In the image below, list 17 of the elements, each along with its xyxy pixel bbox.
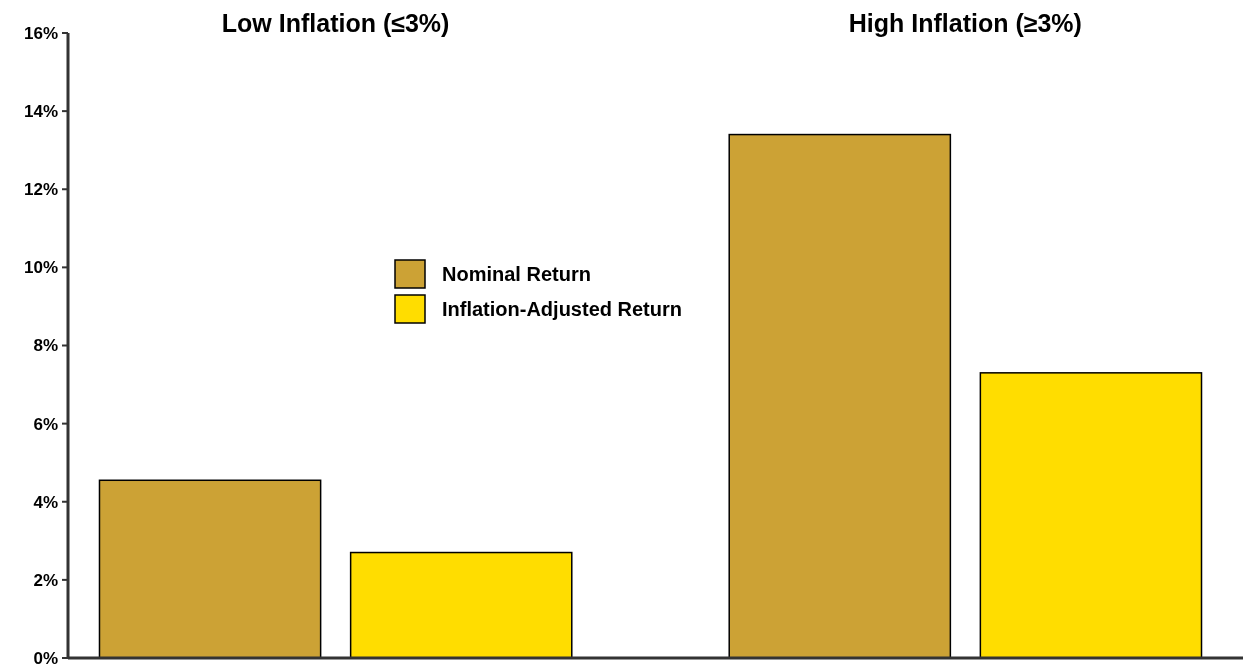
legend-label: Nominal Return [442,263,591,285]
bar [349,551,573,659]
y-tick-label: 2% [33,570,58,590]
y-tick-label: 10% [23,258,58,278]
y-tick-label: 8% [33,336,58,356]
bar [979,372,1203,659]
y-tick-label: 12% [23,180,58,200]
y-tick-label: 0% [33,648,58,665]
y-tick-label: 14% [23,102,58,122]
legend-label: Inflation-Adjusted Return [442,298,682,320]
y-tick-label: 6% [33,414,58,434]
bar [98,479,322,659]
bar [728,133,952,659]
x-tick-label: High Inflation (≥3%) [848,9,1082,37]
y-tick-label: 4% [33,492,58,512]
y-tick-label: 16% [23,23,58,43]
x-tick-label: Low Inflation (≤3%) [221,9,450,37]
